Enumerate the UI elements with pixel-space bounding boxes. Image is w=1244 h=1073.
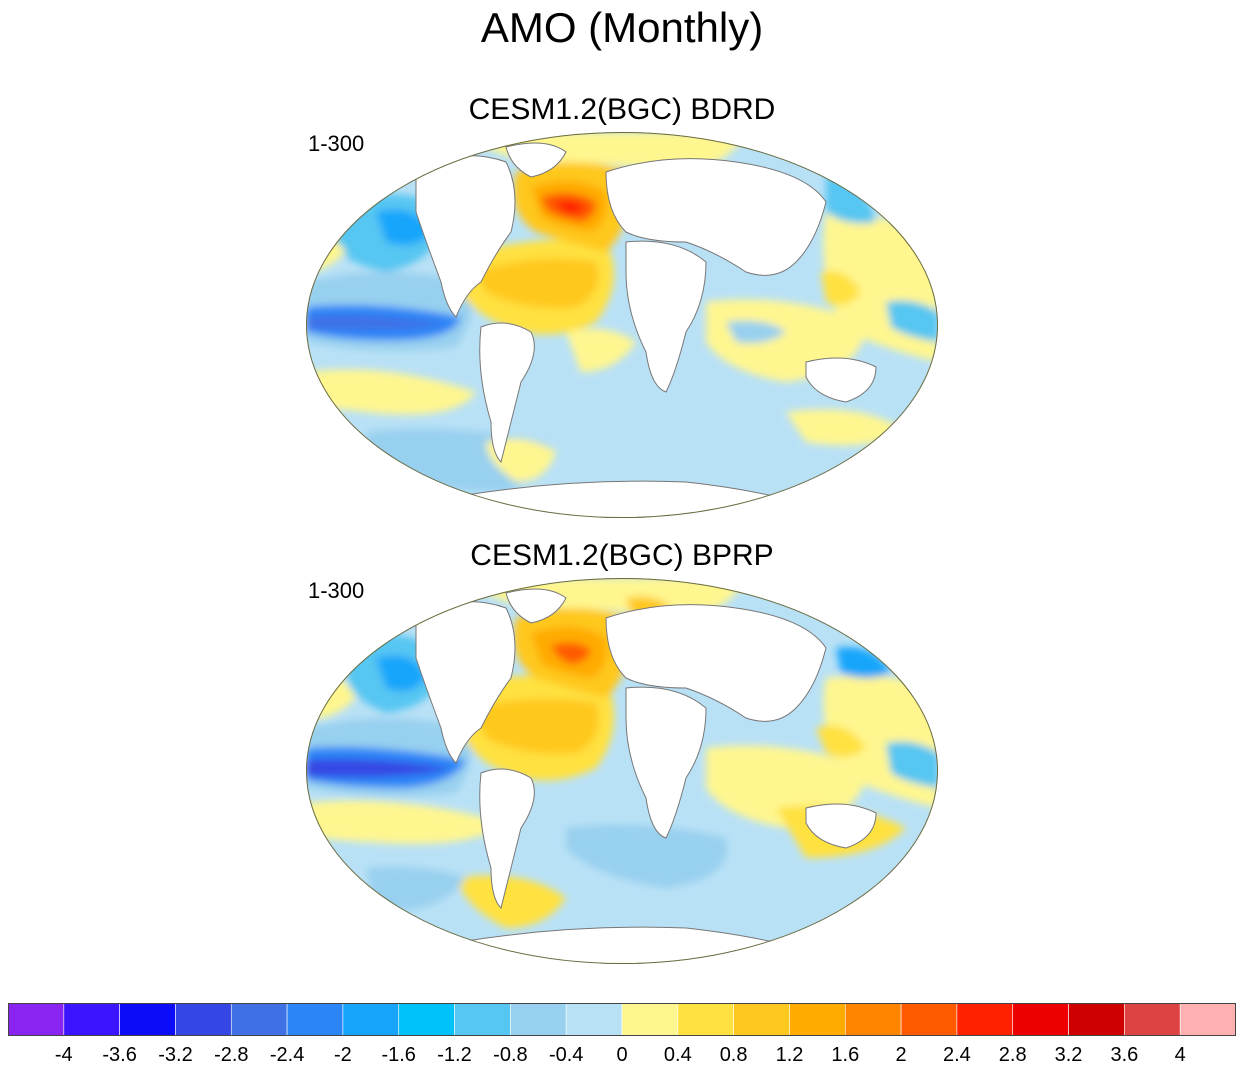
colorbar-tick-label: -1.2 (437, 1044, 472, 1066)
colorbar-tick-label: 3.6 (1110, 1044, 1139, 1066)
colorbar-box (510, 1003, 567, 1036)
colorbar-tick-label: 4 (1174, 1044, 1186, 1066)
panel-1-map-outline (306, 132, 938, 518)
colorbar-box (63, 1003, 120, 1036)
panel-1-period: 1-300 (308, 131, 365, 156)
panel-2-sst-field (306, 578, 938, 964)
colorbar-box (286, 1003, 344, 1036)
panel-1-map (306, 132, 938, 518)
colorbar-box (900, 1003, 958, 1036)
colorbar-tick-label: -3.2 (158, 1044, 193, 1066)
colorbar-tick-label: -2.4 (269, 1044, 305, 1066)
colorbar-box (677, 1003, 734, 1036)
panel-2-map-outline (306, 578, 938, 964)
colorbar-tick-label: -0.4 (548, 1044, 584, 1066)
colorbar-tick-label: -2 (333, 1044, 352, 1066)
colorbar-box (956, 1003, 1014, 1036)
colorbar-box (621, 1003, 679, 1036)
colorbar-box (1068, 1003, 1125, 1036)
colorbar-tick-label: 1.2 (775, 1044, 804, 1066)
colorbar-box (454, 1003, 511, 1036)
panel-2-period: 1-300 (308, 578, 365, 603)
colorbar-box (119, 1003, 176, 1036)
colorbar-tick-label: 2.4 (942, 1044, 971, 1066)
colorbar-tick-label: -3.6 (102, 1044, 137, 1066)
panel-1-sst-field (306, 132, 938, 518)
panel-1-title: CESM1.2(BGC) BDRD (468, 93, 776, 126)
colorbar-box (230, 1003, 288, 1036)
colorbar-tick-label: 1.6 (831, 1044, 860, 1066)
panel-2-map (306, 578, 938, 964)
colorbar-tick-label: 0.4 (663, 1044, 692, 1066)
figure-title: AMO (Monthly) (480, 4, 764, 51)
colorbar-box (565, 1003, 623, 1036)
colorbar-box (1124, 1003, 1181, 1036)
colorbar-tick-label: -1.6 (381, 1044, 416, 1066)
colorbar-tick-label: -0.8 (493, 1044, 528, 1066)
colorbar (8, 1003, 1236, 1036)
colorbar-labels: -4 -3.6 -3.2 -2.8 -2.4 -2 -1.6 -1.2 -0.8 -0.4 0 0.4… (0, 1043, 1244, 1073)
colorbar-box (1012, 1003, 1069, 1036)
colorbar-tick-label: -2.8 (214, 1044, 249, 1066)
colorbar-tick-label: 0 (616, 1044, 628, 1066)
colorbar-tick-label: 0.8 (719, 1044, 748, 1066)
colorbar-tick-label: 3.2 (1054, 1044, 1083, 1066)
colorbar-tick-label: 2 (895, 1044, 907, 1066)
colorbar-box (1179, 1003, 1236, 1036)
colorbar-box (398, 1003, 455, 1036)
colorbar-box (342, 1003, 400, 1036)
colorbar-box (844, 1003, 902, 1036)
colorbar-frame (8, 1003, 1236, 1036)
colorbar-tick-label: -4 (54, 1044, 73, 1066)
colorbar-box (733, 1003, 790, 1036)
colorbar-box (175, 1003, 232, 1036)
panel-2-title: CESM1.2(BGC) BPRP (470, 539, 774, 572)
colorbar-box (789, 1003, 846, 1036)
colorbar-tick-label: 2.8 (998, 1044, 1027, 1066)
colorbar-box (8, 1003, 65, 1036)
